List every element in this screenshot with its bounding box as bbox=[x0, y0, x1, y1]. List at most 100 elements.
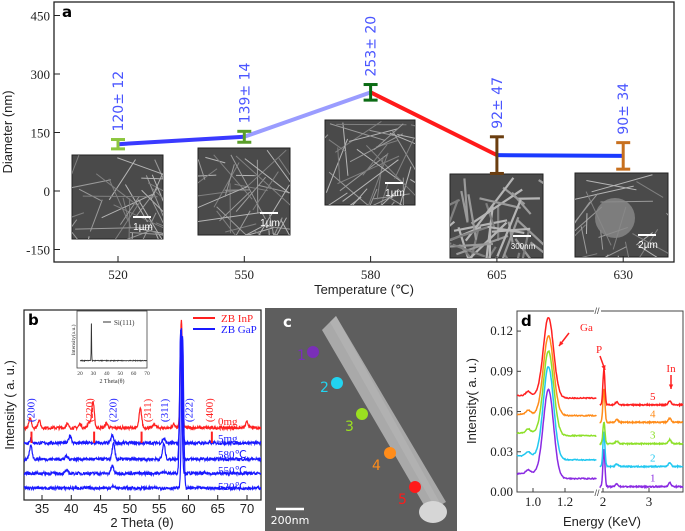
sem-wire bbox=[264, 225, 290, 230]
value-label: 120± 12 bbox=[111, 71, 127, 132]
inset-x-tick-label: 20 bbox=[77, 371, 83, 377]
measurement-point-label: 3 bbox=[345, 419, 354, 435]
sem-wire bbox=[605, 254, 609, 257]
sem-wire bbox=[147, 182, 163, 192]
sem-wire bbox=[235, 210, 251, 235]
panel-b-xrd-chart: (200) (220) (220) (311) (311) (222) (400) 0mg 5m… bbox=[2, 309, 262, 530]
y-tick-label: 0.09 bbox=[490, 363, 513, 378]
sem-wire bbox=[244, 158, 290, 194]
sem-wire bbox=[487, 246, 497, 258]
x-tick-label: 1.0 bbox=[525, 494, 541, 509]
x-tick-label: 580 bbox=[361, 267, 381, 282]
sem-wire bbox=[450, 242, 494, 248]
sem-wire bbox=[624, 241, 630, 257]
sem-wire bbox=[380, 182, 389, 205]
value-label: 253± 20 bbox=[364, 16, 380, 77]
sem-wire bbox=[639, 228, 659, 257]
y-tick-label: 450 bbox=[31, 9, 51, 24]
sem-wire bbox=[235, 176, 266, 212]
legend-label: ZB InP bbox=[221, 313, 253, 325]
sem-wire bbox=[580, 226, 588, 254]
annotation-Ga: Ga bbox=[580, 322, 593, 334]
sem-wire bbox=[154, 159, 163, 180]
sem-wire bbox=[329, 123, 386, 141]
y-tick-label: 0.03 bbox=[490, 444, 513, 459]
sem-wire bbox=[479, 197, 521, 210]
sem-wire bbox=[129, 231, 163, 236]
sem-wire bbox=[397, 134, 415, 139]
axis-break-mark: // bbox=[594, 488, 600, 498]
sem-wire bbox=[258, 184, 290, 194]
sem-wire bbox=[460, 190, 469, 223]
sem-wire bbox=[328, 171, 369, 205]
sem-wire bbox=[368, 152, 389, 205]
x-tick-label: 60 bbox=[181, 501, 195, 516]
sem-wire bbox=[487, 225, 525, 234]
sem-wire bbox=[325, 138, 349, 193]
xrd-curve-0mg bbox=[24, 319, 261, 432]
sem-wire bbox=[142, 212, 157, 239]
inset-legend: Si(111) bbox=[114, 319, 135, 327]
panel-b-ylabel: Intensity ( a. u.) bbox=[2, 360, 17, 450]
sem-wire bbox=[365, 145, 415, 196]
sem-inset-image: 2µm bbox=[574, 172, 669, 258]
measurement-point-label: 5 bbox=[398, 492, 407, 508]
line-segment bbox=[117, 134, 245, 147]
sem-wire bbox=[585, 213, 588, 234]
xrd-curve-520℃ bbox=[24, 336, 261, 492]
y-tick-label: 0 bbox=[44, 184, 51, 199]
x-tick-label: 1.2 bbox=[557, 494, 573, 509]
data-point-580: 253± 20 bbox=[363, 16, 380, 102]
inset-xlabel: 2 Theta(θ) bbox=[100, 378, 125, 385]
eds-curve-right-3 bbox=[599, 421, 684, 447]
sem-wire bbox=[636, 181, 664, 198]
series-label: 2 bbox=[650, 453, 656, 465]
sem-wire bbox=[213, 154, 253, 200]
y-tick-label: 0.06 bbox=[490, 404, 513, 419]
sem-wire bbox=[485, 202, 496, 230]
x-tick-label: 35 bbox=[35, 501, 49, 516]
measurement-point-2 bbox=[331, 377, 343, 389]
panel-a-ylabel: Diameter (nm) bbox=[0, 90, 15, 173]
series-label: 4 bbox=[650, 408, 656, 420]
panel-d-xlabel: Energy (KeV) bbox=[563, 514, 641, 529]
sem-wire bbox=[273, 217, 283, 235]
sem-wire bbox=[348, 128, 398, 142]
sem-wire bbox=[337, 155, 400, 185]
measurement-point-1 bbox=[307, 346, 319, 358]
sem-inset-image: 300nm bbox=[449, 173, 544, 259]
sem-wire bbox=[495, 199, 522, 258]
sem-wire bbox=[198, 174, 217, 177]
sem-wire bbox=[503, 253, 509, 258]
sem-wire bbox=[198, 211, 264, 222]
sem-wire bbox=[362, 143, 388, 176]
sem-wire bbox=[450, 225, 491, 241]
panel-b-xlabel: 2 Theta (θ) bbox=[110, 515, 173, 530]
sem-wire bbox=[75, 226, 153, 230]
series-label: 0mg bbox=[218, 416, 238, 428]
sem-wire bbox=[205, 156, 226, 164]
sem-wire bbox=[151, 188, 163, 199]
value-label: 139± 14 bbox=[237, 63, 253, 124]
sem-wire bbox=[124, 184, 148, 223]
x-tick-label: 3 bbox=[646, 494, 653, 509]
line-segment bbox=[243, 90, 372, 139]
x-tick-label: 40 bbox=[64, 501, 78, 516]
panel-b-frame bbox=[23, 309, 262, 501]
sem-scale-label: 1µm bbox=[385, 188, 405, 199]
value-label: 92± 47 bbox=[490, 77, 506, 129]
x-tick-label: 65 bbox=[210, 501, 224, 516]
sem-wire bbox=[349, 133, 403, 163]
sem-wire bbox=[328, 192, 348, 205]
sem-wire bbox=[666, 212, 668, 216]
sem-wire bbox=[117, 157, 163, 175]
sem-wire bbox=[369, 129, 394, 136]
eds-curve-left-4 bbox=[516, 335, 597, 418]
eds-curve-left-3 bbox=[516, 349, 597, 438]
sem-wire bbox=[154, 231, 159, 239]
sem-wire bbox=[119, 195, 140, 225]
data-point-630: 90± 34 bbox=[616, 83, 632, 171]
sem-wire bbox=[278, 157, 290, 176]
sem-wire bbox=[638, 245, 658, 257]
